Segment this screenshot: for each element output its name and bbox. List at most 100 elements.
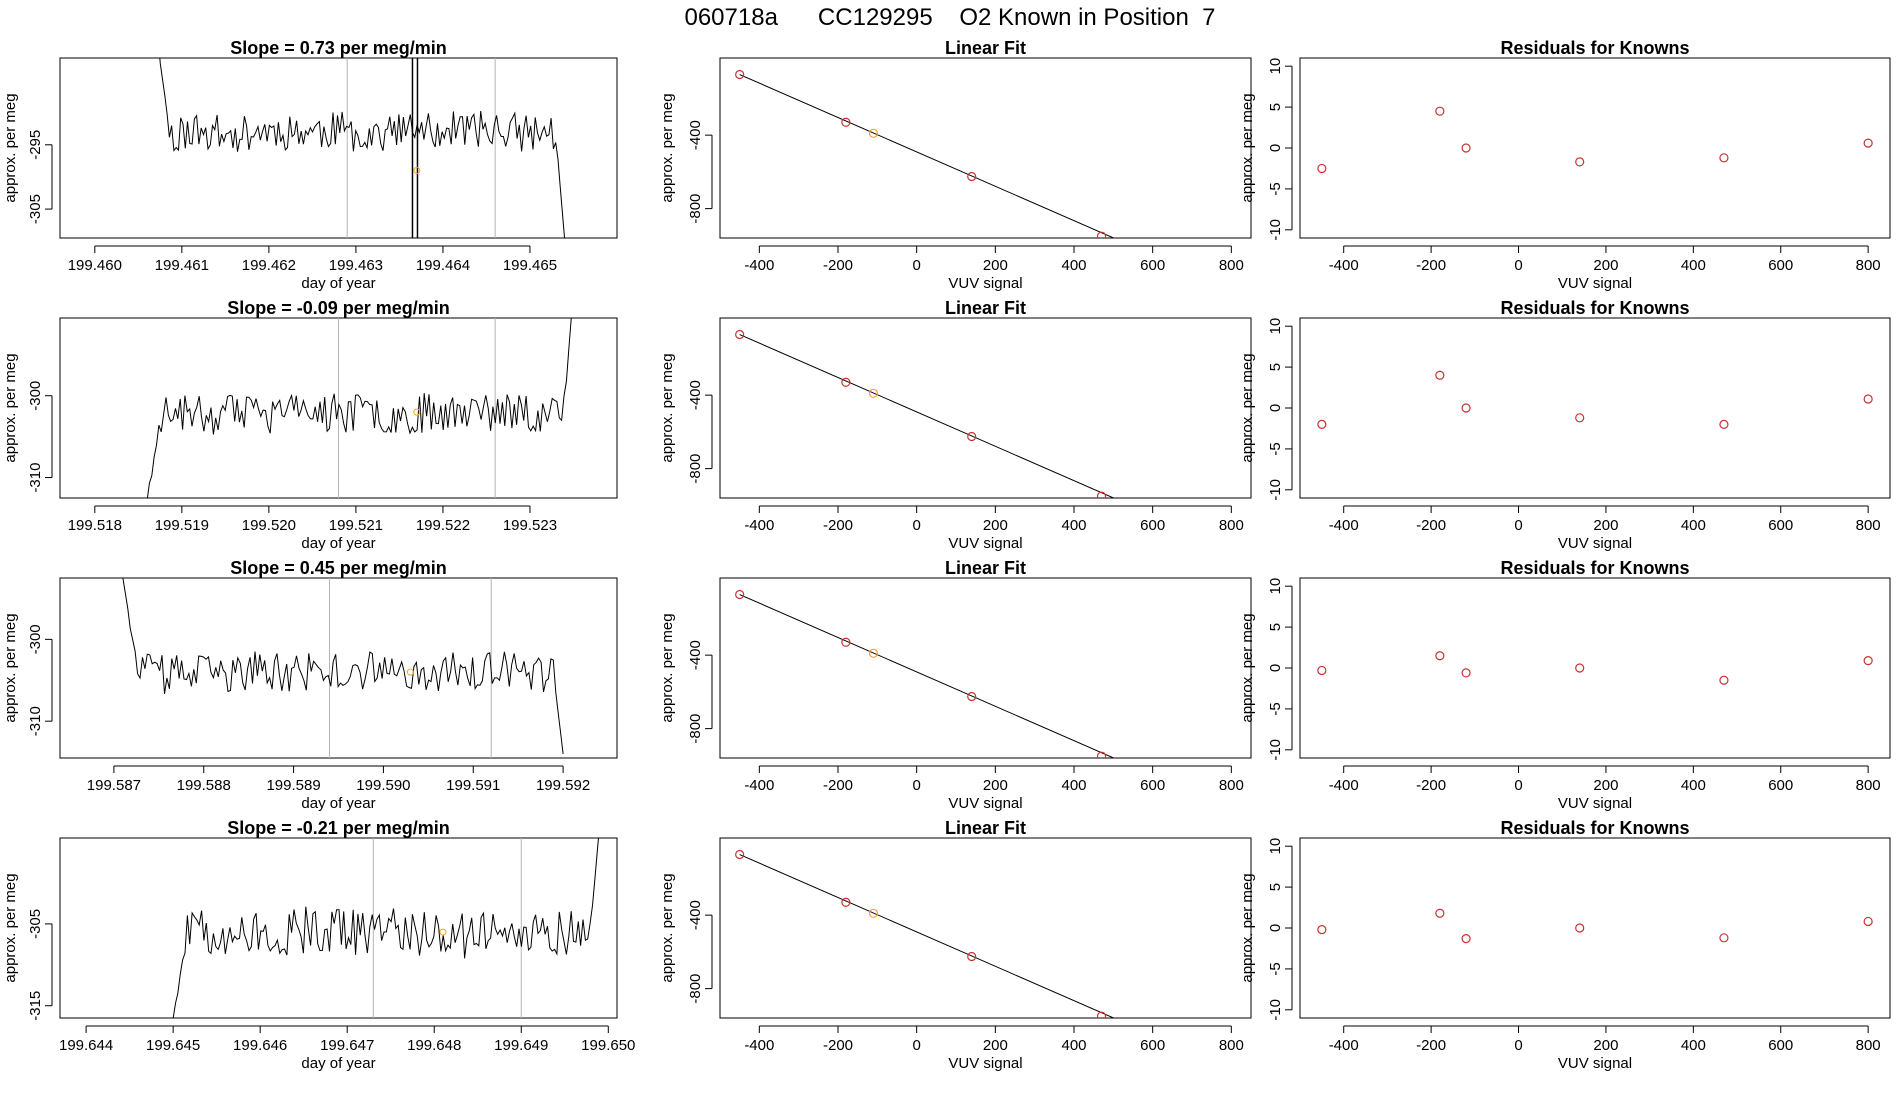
x-tick-label: 0: [1514, 1037, 1522, 1054]
x-tick-label: 199.589: [266, 777, 320, 794]
data-point: [868, 388, 879, 398]
data-point: [868, 128, 879, 138]
data-point: [735, 849, 745, 860]
chart-residuals-1: Residuals for Knowns -400 -200 0 200 400 600 80…: [1239, 298, 1891, 552]
x-tick-label: 200: [1593, 777, 1618, 794]
residual-point: [1461, 668, 1471, 678]
x-tick-label: 600: [1140, 517, 1165, 534]
x-tick-label: 600: [1768, 517, 1793, 534]
x-tick-label: 199.648: [407, 1037, 461, 1054]
x-tick-label: 199.461: [155, 257, 209, 274]
x-tick-label: -400: [1329, 517, 1359, 534]
y-tick-label: -310: [27, 706, 44, 736]
x-tick-label: 199.646: [233, 1037, 287, 1054]
chart-time-series-1: Slope = -0.09 per meg/min 199.518 199.519 1…: [2, 298, 618, 552]
plot-area: [735, 329, 1235, 553]
residual-point: [1575, 923, 1585, 933]
x-tick-label: -400: [744, 777, 774, 794]
x-tick-label: -200: [1416, 777, 1446, 794]
chart-linear-fit-3: Linear Fit -400 -200 0 200 400 600 800 VUV signa…: [659, 818, 1252, 1073]
x-tick-label: 600: [1768, 777, 1793, 794]
y-tick-label: -295: [27, 130, 44, 160]
residual-point: [1435, 370, 1445, 380]
plot-area: [172, 838, 599, 1018]
plot-frame: [59, 57, 618, 239]
x-tick-label: 199.587: [87, 777, 141, 794]
y-axis-label: approx. per meg: [659, 873, 676, 982]
y-tick-label: -5: [1267, 182, 1284, 195]
data-point: [1096, 491, 1107, 498]
residual-point: [1435, 106, 1445, 116]
x-tick-label: 200: [983, 1037, 1008, 1054]
data-point: [967, 951, 977, 962]
y-tick-label: 0: [1267, 144, 1284, 152]
y-tick-label: -300: [27, 381, 44, 411]
x-tick-label: -200: [823, 517, 853, 534]
x-tick-label: 400: [1681, 777, 1706, 794]
chart-residuals-0: Residuals for Knowns -400 -200 0 200 400 600 80…: [1239, 38, 1891, 292]
fit-line: [739, 334, 1115, 498]
y-axis-label: approx. per meg: [2, 873, 19, 982]
signal-line: [159, 58, 566, 238]
x-axis-label: VUV signal: [1558, 275, 1632, 292]
x-tick-label: 800: [1856, 1037, 1881, 1054]
data-point: [1227, 545, 1235, 553]
residual-point: [1461, 403, 1471, 413]
y-axis-label: approx. per meg: [1239, 93, 1256, 202]
y-tick-label: -5: [1267, 702, 1284, 715]
plot-area: [1317, 106, 1873, 174]
x-tick-label: 200: [1593, 517, 1618, 534]
x-tick-label: 199.521: [329, 517, 383, 534]
plot-frame: [1299, 837, 1891, 1019]
y-tick-label: 0: [1267, 924, 1284, 932]
x-tick-label: 800: [1219, 777, 1244, 794]
plot-frame: [719, 317, 1252, 499]
data-point: [735, 589, 745, 600]
data-point: [1227, 805, 1235, 813]
chart-time-series-0: Slope = 0.73 per meg/min 199.460 199.461 19…: [2, 38, 618, 292]
x-axis-label: day of year: [301, 795, 375, 812]
data-point: [1096, 231, 1107, 238]
residual-point: [1719, 675, 1729, 685]
y-tick-label: -800: [687, 194, 704, 224]
y-tick-label: 5: [1267, 883, 1284, 891]
x-tick-label: 199.520: [242, 517, 296, 534]
x-tick-label: 199.649: [494, 1037, 548, 1054]
mean-marker: [413, 408, 421, 416]
y-tick-label: 5: [1267, 623, 1284, 631]
data-point: [841, 117, 851, 127]
residual-point: [1863, 138, 1873, 148]
data-point: [1227, 285, 1235, 293]
y-tick-label: 10: [1267, 578, 1284, 595]
x-axis-label: VUV signal: [948, 535, 1022, 552]
data-point: [1227, 1065, 1235, 1073]
residual-point: [1575, 413, 1585, 423]
plot-frame: [59, 837, 618, 1019]
residual-point: [1575, 663, 1585, 673]
data-point: [735, 69, 745, 80]
x-tick-label: 400: [1061, 257, 1086, 274]
x-tick-label: 600: [1768, 257, 1793, 274]
y-axis-label: approx. per meg: [2, 353, 19, 462]
y-tick-label: -300: [27, 624, 44, 654]
x-tick-label: 199.645: [146, 1037, 200, 1054]
y-tick-label: -400: [687, 380, 704, 410]
x-tick-label: 0: [1514, 517, 1522, 534]
x-tick-label: 800: [1856, 517, 1881, 534]
residual-point: [1863, 916, 1873, 927]
y-axis-label: approx. per meg: [2, 93, 19, 202]
x-tick-label: -400: [744, 257, 774, 274]
plot-area: [159, 58, 566, 238]
plot-area: [1317, 908, 1873, 944]
x-tick-label: 200: [983, 517, 1008, 534]
x-tick-label: -200: [823, 257, 853, 274]
x-tick-label: 199.644: [59, 1037, 113, 1054]
residual-point: [1461, 934, 1471, 944]
x-tick-label: 200: [983, 257, 1008, 274]
residual-point: [1435, 651, 1445, 661]
chart-linear-fit-2: Linear Fit -400 -200 0 200 400 600 800 VUV signa…: [659, 558, 1252, 813]
x-tick-label: 600: [1140, 257, 1165, 274]
x-tick-label: -200: [823, 1037, 853, 1054]
x-tick-label: 199.460: [68, 257, 122, 274]
y-tick-label: 5: [1267, 363, 1284, 371]
